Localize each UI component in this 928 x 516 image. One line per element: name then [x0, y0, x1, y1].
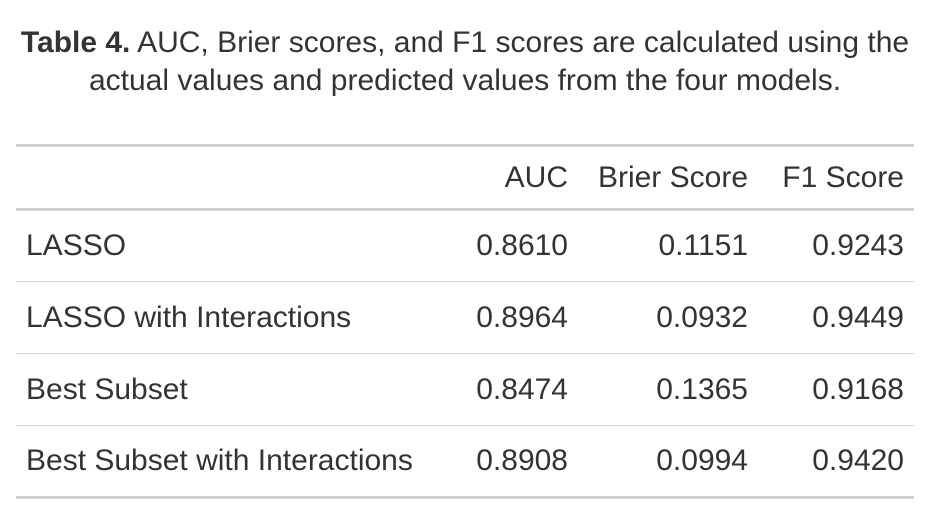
column-header-model	[16, 146, 452, 210]
table-header: AUC Brier Score F1 Score	[16, 145, 914, 210]
model-name: Best Subset with Interactions	[26, 444, 413, 477]
model-name: LASSO with Interactions	[26, 300, 352, 334]
model-name: Best Subset	[26, 372, 188, 406]
model-name: LASSO	[26, 229, 127, 262]
brier-score-value: 0.0994	[656, 444, 748, 477]
brier-score-value: 0.0932	[656, 300, 748, 334]
auc-value: 0.8964	[476, 300, 568, 334]
auc-value: 0.8474	[476, 372, 568, 406]
table-row: Best Subset with Interactions 0.8908 0.0…	[16, 426, 914, 498]
table-row: Best Subset 0.8474 0.1365 0.9168	[16, 354, 914, 426]
table-row: LASSO 0.8610 0.1151 0.9243	[16, 210, 914, 282]
f1-score-value: 0.9449	[812, 300, 904, 334]
f1-score-value: 0.9243	[812, 229, 904, 262]
auc-value: 0.8908	[476, 444, 568, 477]
auc-value: 0.8610	[476, 229, 568, 262]
table-row: LASSO with Interactions 0.8964 0.0932 0.…	[16, 282, 914, 354]
table-body: LASSO 0.8610 0.1151 0.9243 LASSO with In…	[16, 210, 914, 498]
brier-score-value: 0.1365	[656, 372, 748, 406]
brier-score-value: 0.1151	[658, 229, 748, 262]
column-header-auc: AUC	[504, 160, 568, 194]
header-row: AUC Brier Score F1 Score	[16, 145, 914, 210]
f1-score-value: 0.9168	[812, 372, 904, 406]
column-header-f1-score: F1 Score	[782, 160, 904, 194]
results-table: AUC Brier Score F1 Score LASSO 0.8610 0.…	[16, 144, 914, 499]
table-caption-text: AUC, Brier scores, and F1 scores are cal…	[88, 26, 910, 97]
table-caption: Table 4. AUC, Brier scores, and F1 score…	[16, 24, 914, 100]
column-header-brier-score: Brier Score	[597, 160, 748, 194]
f1-score-value: 0.9420	[812, 444, 904, 477]
table-caption-label: Table 4.	[20, 26, 131, 59]
